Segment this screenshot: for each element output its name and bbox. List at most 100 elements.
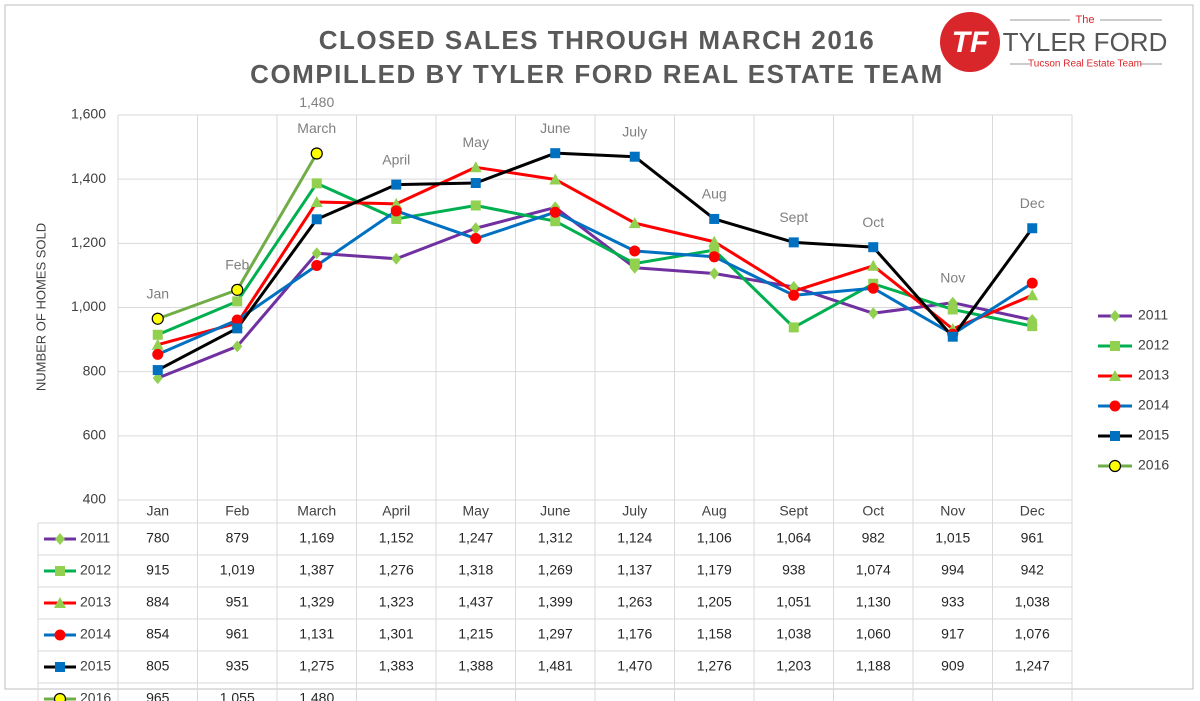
table-cell: 805	[146, 658, 170, 674]
marker	[311, 214, 322, 225]
marker	[470, 178, 481, 189]
marker	[1109, 400, 1121, 412]
legend-label: 2015	[1138, 427, 1169, 443]
marker	[709, 245, 720, 256]
table-cell: 1,188	[856, 658, 891, 674]
table-cell: 854	[146, 626, 170, 642]
logo-name: TYLER FORD	[1003, 27, 1168, 57]
marker	[947, 331, 958, 342]
marker	[708, 251, 720, 263]
table-key-marker	[53, 692, 67, 701]
table-row-label: 2012	[80, 562, 111, 578]
point-category-label: Dec	[1020, 195, 1045, 211]
table-cell: 1,269	[538, 562, 573, 578]
y-tick-label: 1,600	[71, 106, 106, 122]
x-tick-label: May	[463, 503, 489, 519]
table-cell: 1,387	[299, 562, 334, 578]
table-cell: 965	[146, 690, 170, 701]
legend-key-marker	[1110, 341, 1120, 351]
marker	[231, 314, 243, 326]
table-cell: 1,038	[776, 626, 811, 642]
table-cell: 1,437	[458, 594, 493, 610]
marker	[391, 252, 402, 265]
table-cell: 961	[1021, 530, 1045, 546]
table-cell: 1,383	[379, 658, 414, 674]
table-cell: 1,106	[697, 530, 732, 546]
marker	[54, 597, 66, 608]
table-cell: 1,470	[617, 658, 652, 674]
table-cell: 1,480	[299, 690, 334, 701]
marker	[53, 692, 67, 701]
legend-label: 2012	[1138, 337, 1169, 353]
table-cell: 1,074	[856, 562, 891, 578]
legend-key-marker	[1110, 310, 1120, 322]
marker	[629, 258, 640, 269]
table-cell: 994	[941, 562, 965, 578]
x-tick-label: Nov	[940, 503, 965, 519]
marker	[470, 200, 481, 211]
point-category-label: June	[540, 120, 571, 136]
point-category-label: July	[622, 123, 647, 139]
table-cell: 884	[146, 594, 170, 610]
marker	[788, 237, 799, 248]
legend-key-marker	[1108, 459, 1122, 473]
x-tick-label: April	[382, 503, 410, 519]
y-tick-label: 400	[83, 491, 107, 507]
logo-tagline: Tucson Real Estate Team	[1028, 59, 1142, 70]
logo-top: The	[1076, 14, 1095, 26]
table-cell: 780	[146, 530, 170, 546]
x-tick-label: Feb	[225, 503, 249, 519]
table-cell: 1,297	[538, 626, 573, 642]
x-tick-label: Jan	[146, 503, 169, 519]
y-tick-label: 800	[83, 362, 107, 378]
table-cell: 1,301	[379, 626, 414, 642]
series-line	[157, 209, 1034, 356]
table-cell: 1,064	[776, 530, 811, 546]
marker	[54, 629, 66, 641]
table-cell: 1,158	[697, 626, 732, 642]
marker	[1109, 370, 1121, 381]
table-cell: 933	[941, 594, 965, 610]
table-cell: 1,481	[538, 658, 573, 674]
table-cell: 942	[1021, 562, 1045, 578]
marker	[1026, 277, 1038, 289]
point-category-label: Jan	[146, 285, 169, 301]
marker	[1108, 459, 1122, 473]
legend-key-marker	[1109, 400, 1121, 412]
marker	[55, 566, 65, 576]
marker	[55, 662, 65, 672]
marker	[232, 323, 243, 334]
chart-title: CLOSED SALES THROUGH MARCH 2016	[319, 25, 875, 55]
legend-key-marker	[1109, 370, 1121, 381]
y-tick-label: 1,000	[71, 298, 106, 314]
marker	[1110, 431, 1120, 441]
marker	[470, 222, 481, 235]
point-category-label: Aug	[702, 186, 727, 202]
point-category-label: Nov	[940, 269, 965, 285]
marker	[549, 206, 561, 218]
table-cell: 1,131	[299, 626, 334, 642]
marker	[311, 178, 322, 189]
table-cell: 1,076	[1015, 626, 1050, 642]
marker	[550, 148, 561, 159]
marker	[550, 216, 561, 227]
table-row-label: 2013	[80, 594, 111, 610]
point-category-label: April	[382, 151, 410, 167]
series-line	[157, 151, 1034, 372]
table-cell: 1,015	[935, 530, 970, 546]
marker	[152, 329, 163, 340]
point-category-label: May	[463, 134, 489, 150]
table-cell: 1,203	[776, 658, 811, 674]
table-cell: 1,179	[697, 562, 732, 578]
series-line	[157, 205, 1033, 380]
table-cell: 1,038	[1015, 594, 1050, 610]
y-tick-label: 1,400	[71, 170, 106, 186]
table-cell: 1,137	[617, 562, 652, 578]
marker	[867, 282, 879, 294]
chart-subtitle: COMPILLED BY TYLER FORD REAL ESTATE TEAM	[250, 59, 944, 89]
x-tick-label: March	[297, 503, 336, 519]
table-cell: 1,318	[458, 562, 493, 578]
table-cell: 961	[226, 626, 250, 642]
table-cell: 1,124	[617, 530, 652, 546]
